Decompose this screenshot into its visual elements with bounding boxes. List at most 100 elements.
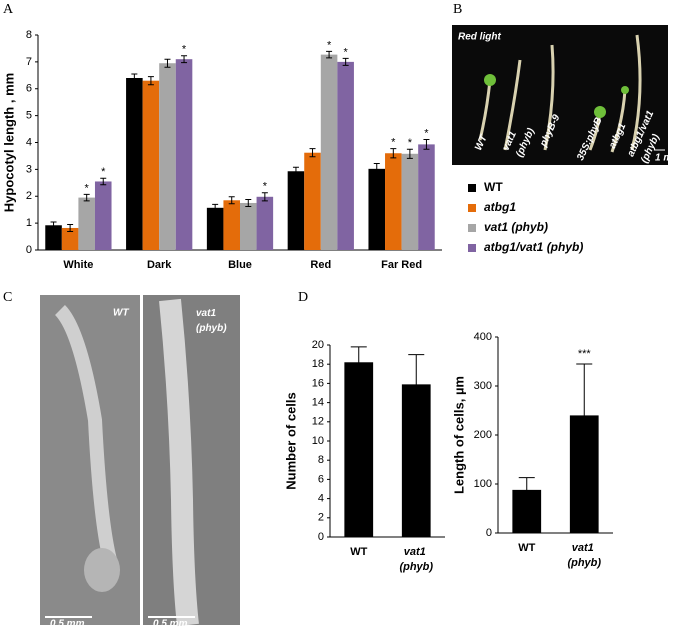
x-tick-label: WT xyxy=(350,546,367,558)
bar xyxy=(401,153,419,250)
scale-label: 0.5 mm xyxy=(153,619,188,630)
legend-swatch xyxy=(468,204,476,212)
y-tick-label: 18 xyxy=(312,358,324,370)
x-tick-label: Far Red xyxy=(381,259,422,271)
bar xyxy=(368,168,386,250)
bar xyxy=(142,80,160,250)
error-bar xyxy=(67,223,74,232)
y-tick-label: 0 xyxy=(26,244,32,256)
y-tick-label: 3 xyxy=(26,163,32,175)
bar xyxy=(320,54,338,251)
error-bar xyxy=(100,177,107,186)
photo-title: Red light xyxy=(458,32,501,43)
significance: * xyxy=(327,39,332,51)
bar xyxy=(256,196,274,250)
significance: *** xyxy=(578,348,592,360)
y-tick-label: 12 xyxy=(312,416,324,428)
y-tick-label: 7 xyxy=(26,56,32,68)
legend-label: vat1 (phyb) xyxy=(484,220,548,234)
error-bar xyxy=(518,477,535,503)
bar xyxy=(126,78,143,250)
genotype-label: WT xyxy=(113,308,129,319)
y-tick-label: 10 xyxy=(312,435,324,447)
error-bar xyxy=(292,166,299,176)
error-bar xyxy=(373,162,380,175)
significance: * xyxy=(408,137,413,149)
panel-label: B xyxy=(453,2,462,17)
bar xyxy=(94,181,112,250)
genotype-label: vat1 (phyb) xyxy=(196,308,227,334)
error-bar xyxy=(261,192,268,202)
error-bar xyxy=(390,148,397,159)
y-tick-label: 5 xyxy=(26,110,32,122)
y-tick-label: 6 xyxy=(26,83,32,95)
significance: * xyxy=(424,127,429,139)
y-tick-label: 200 xyxy=(474,429,492,441)
hypocotyl-wt xyxy=(54,305,117,562)
y-tick-label: 1 xyxy=(26,217,32,229)
error-bar xyxy=(342,57,349,66)
legend-swatch xyxy=(468,184,476,192)
hypocotyl-vat1 xyxy=(159,298,199,627)
error-bar xyxy=(406,148,413,159)
panel-label: A xyxy=(3,2,14,17)
bar xyxy=(240,202,257,250)
legend-swatch xyxy=(468,244,476,252)
y-axis-label: Hypocotyl length , mm xyxy=(1,73,16,212)
error-bar xyxy=(228,196,235,205)
error-bar xyxy=(576,363,593,468)
significance: * xyxy=(391,137,396,149)
error-bar xyxy=(131,73,138,83)
x-tick-label: White xyxy=(63,259,93,271)
root-wt xyxy=(84,548,120,592)
y-tick-label: 4 xyxy=(318,493,324,505)
legend-swatch xyxy=(468,224,476,232)
error-bar xyxy=(408,354,425,415)
error-bar xyxy=(50,221,57,229)
y-axis-label: Number of cells xyxy=(283,392,298,490)
error-bar xyxy=(350,346,367,379)
error-bar xyxy=(164,58,171,68)
x-tick-label: vat1 (phyb) xyxy=(399,546,433,573)
error-bar xyxy=(147,76,154,86)
panel-label: C xyxy=(3,290,12,305)
x-tick-label: WT xyxy=(518,542,535,554)
error-bar xyxy=(245,198,252,207)
y-tick-label: 2 xyxy=(318,512,324,524)
y-tick-label: 20 xyxy=(312,339,324,351)
significance: * xyxy=(182,44,187,56)
x-tick-label: vat1 (phyb) xyxy=(567,542,601,569)
scale-label: 0.5 mm xyxy=(50,619,85,630)
y-tick-label: 8 xyxy=(26,29,32,41)
error-bar xyxy=(83,193,90,202)
x-tick-label: Red xyxy=(310,259,331,271)
bar xyxy=(61,227,79,250)
error-bar xyxy=(212,203,219,212)
legend-label: atbg1/vat1 (phyb) xyxy=(484,240,583,254)
y-tick-label: 6 xyxy=(318,473,324,485)
bar xyxy=(45,225,62,250)
bar xyxy=(175,59,193,250)
error-bar xyxy=(181,55,188,64)
bar xyxy=(304,152,321,250)
x-tick-label: Blue xyxy=(228,259,252,271)
bar xyxy=(385,153,402,250)
y-tick-label: 300 xyxy=(474,380,492,392)
bar xyxy=(287,171,305,250)
y-tick-label: 16 xyxy=(312,377,324,389)
scale-label: 1 mm xyxy=(655,153,677,164)
legend-label: atbg1 xyxy=(484,200,516,214)
bar xyxy=(78,197,95,250)
y-tick-label: 4 xyxy=(26,136,32,148)
error-bar xyxy=(326,50,333,59)
significance: * xyxy=(263,181,268,193)
significance: * xyxy=(101,166,106,178)
bar xyxy=(206,207,224,250)
error-bar xyxy=(423,139,430,150)
y-axis-label: Length of cells, µm xyxy=(451,376,466,494)
significance: * xyxy=(344,46,349,58)
y-tick-label: 100 xyxy=(474,478,492,490)
legend-label: WT xyxy=(484,180,503,194)
x-tick-label: Dark xyxy=(147,259,172,271)
